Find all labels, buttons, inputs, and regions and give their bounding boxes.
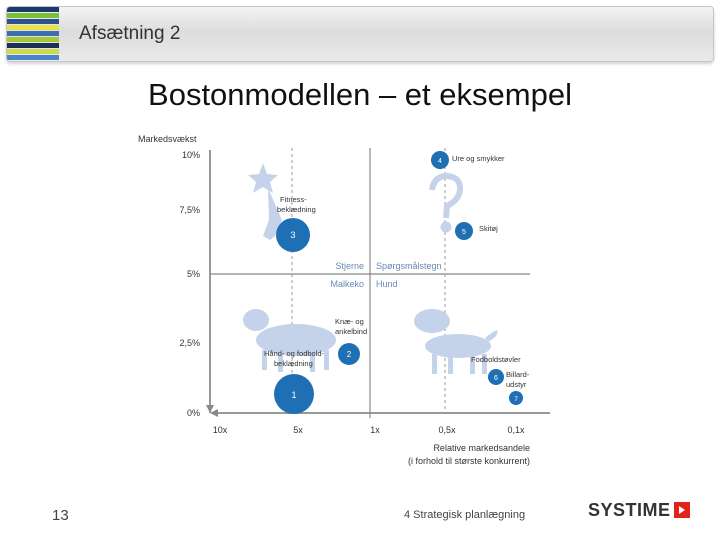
quadrant-label-dog: Hund [376, 279, 398, 289]
quadrant-label-cow: Malkeko [330, 279, 364, 289]
x-tick-label: 0,5x [438, 425, 456, 435]
point-label-4: Ure og smykker [452, 154, 505, 163]
bubble-7: 7 [509, 391, 523, 405]
bubble-4-number: 4 [438, 158, 442, 165]
point-label-2-line1: Knæ- og [335, 317, 364, 326]
header-stripes [7, 7, 59, 61]
point-label-3-line2: beklædning [277, 205, 316, 214]
y-tick-label: 2,5% [179, 338, 200, 348]
cow-group-label-line2: beklædning [274, 359, 313, 368]
cow-illustration [243, 309, 336, 372]
point-label-6: Fodboldstøvler [471, 355, 521, 364]
bubble-2-number: 2 [347, 350, 352, 359]
point-label-7-line1: Billard- [506, 370, 530, 379]
slide-title: Bostonmodellen – et eksempel [148, 77, 572, 112]
x-axis-sublabel: (i forhold til største konkurrent) [408, 456, 530, 466]
point-label-7-line2: udstyr [506, 380, 527, 389]
point-label-2-line2: ankelbind [335, 327, 367, 336]
point-label-3-line1: Fitness- [280, 195, 307, 204]
x-tick-label: 0,1x [507, 425, 525, 435]
question-mark-illustration [429, 172, 464, 233]
bubble-3: 3 [276, 218, 310, 252]
dog-illustration [414, 309, 498, 374]
footer-text: 4 Strategisk planlægning [404, 509, 526, 521]
logo-text: SYSTIME [588, 499, 671, 520]
bubble-5-number: 5 [462, 229, 466, 236]
bubble-1-number: 1 [291, 390, 296, 400]
point-label-5: Skitøj [479, 224, 498, 233]
page-number: 13 [52, 507, 69, 524]
header-title: Afsætning 2 [79, 23, 181, 44]
play-arrow-icon [673, 502, 690, 518]
bubble-6: 6 [488, 369, 504, 385]
bubble-5: 5 [455, 222, 473, 240]
y-axis-arrow [206, 405, 214, 413]
bubble-2: 2 [338, 343, 360, 365]
y-tick-label: 7,5% [179, 205, 200, 215]
y-tick-label: 10% [182, 150, 200, 160]
x-tick-labels: 10x 5x 1x 0,5x 0,1x [213, 425, 525, 435]
cow-group-label-line1: Hånd- og fodbold- [264, 349, 325, 358]
x-axis-arrow [210, 409, 218, 417]
systime-logo: SYSTIME [588, 500, 690, 520]
bubble-3-number: 3 [290, 230, 295, 240]
x-tick-label: 1x [370, 425, 380, 435]
x-tick-label: 10x [213, 425, 228, 435]
header-banner: Afsætning 2 [6, 6, 714, 62]
y-axis-label: Markedsvækst [138, 134, 197, 144]
y-tick-label: 5% [187, 269, 200, 279]
quadrant-label-question: Spørgsmålstegn [376, 261, 442, 271]
bubble-1: 1 [274, 374, 314, 414]
y-tick-label: 0% [187, 408, 200, 418]
x-tick-label: 5x [293, 425, 303, 435]
boston-matrix-chart: Markedsvækst Relative markedsandele (i f… [138, 134, 550, 466]
bubble-7-number: 7 [514, 396, 518, 403]
bubble-4: 4 [431, 151, 449, 169]
x-axis-label: Relative markedsandele [433, 443, 530, 453]
y-tick-labels: 10% 7,5% 5% 2,5% 0% [179, 150, 200, 418]
star-illustration [248, 163, 282, 240]
bubble-6-number: 6 [494, 375, 498, 382]
quadrant-label-star: Stjerne [335, 261, 364, 271]
